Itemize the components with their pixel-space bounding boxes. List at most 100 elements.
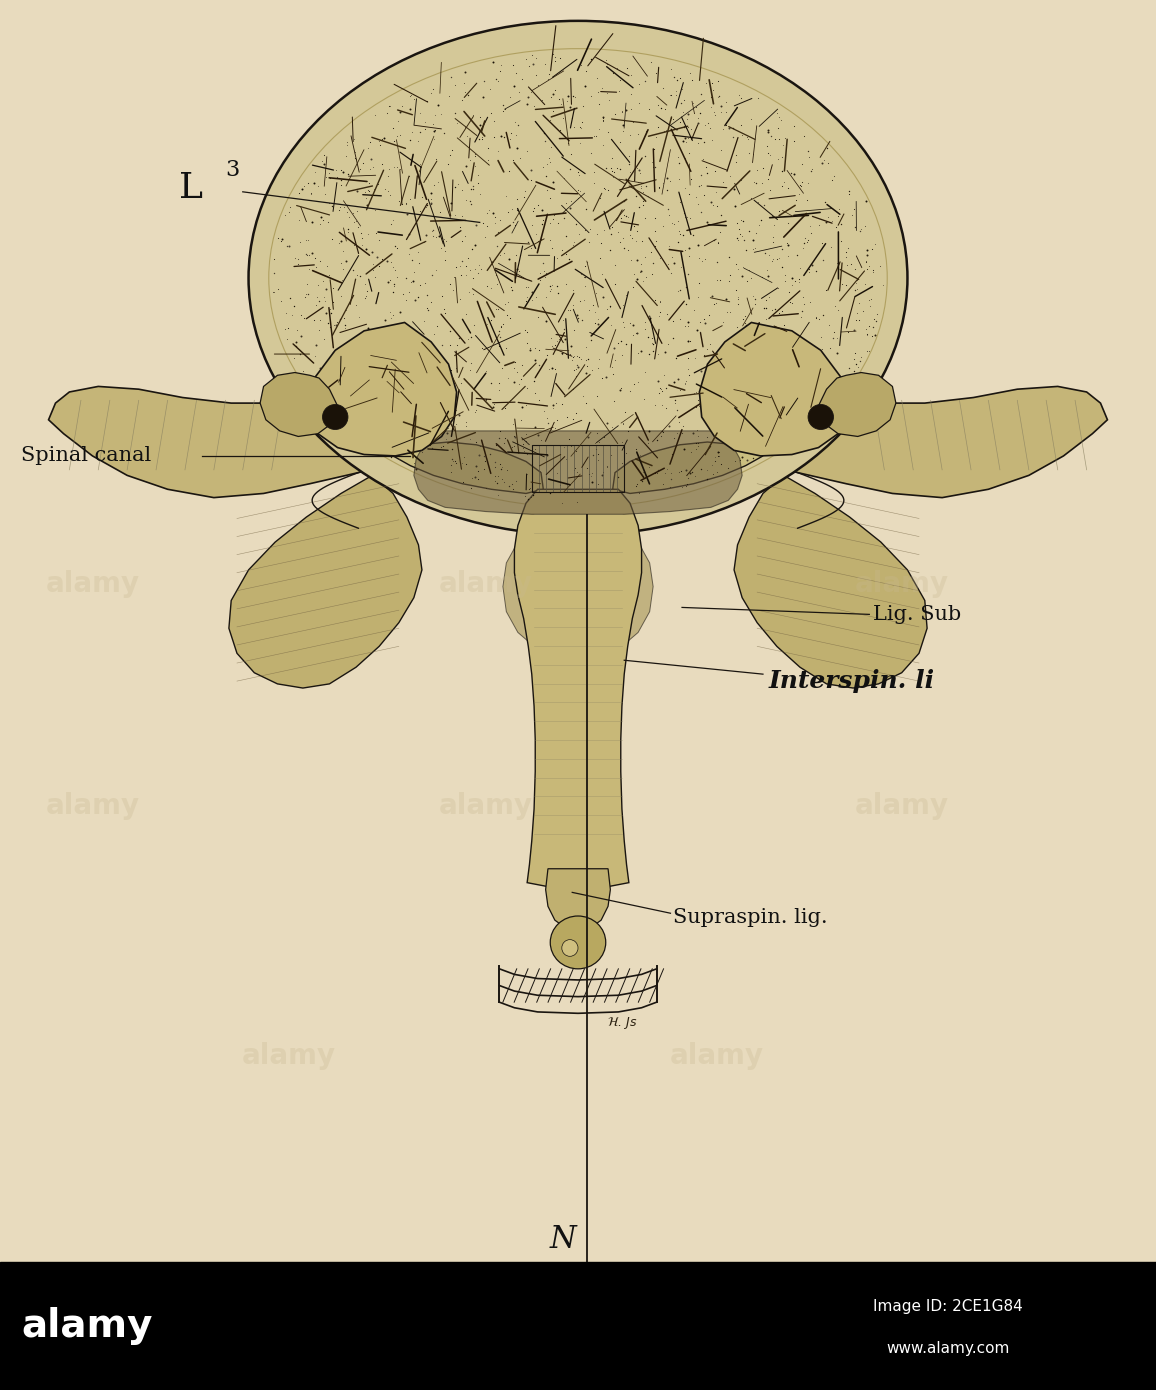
Point	[575, 267, 593, 289]
Point	[639, 420, 658, 442]
Point	[521, 81, 540, 103]
Point	[664, 115, 682, 138]
Point	[664, 211, 682, 234]
Point	[579, 425, 598, 448]
Point	[729, 259, 748, 281]
Point	[677, 473, 696, 495]
Point	[403, 270, 422, 292]
Point	[406, 289, 424, 311]
Point	[265, 261, 283, 284]
Point	[583, 359, 601, 381]
Point	[568, 491, 586, 513]
Point	[746, 420, 764, 442]
Point	[762, 386, 780, 409]
Polygon shape	[260, 373, 338, 436]
Point	[631, 175, 650, 197]
Point	[679, 103, 697, 125]
Point	[295, 174, 313, 196]
Point	[316, 183, 334, 206]
Point	[683, 68, 702, 90]
Point	[497, 185, 516, 207]
Point	[481, 78, 499, 100]
Point	[868, 303, 887, 325]
Point	[549, 328, 568, 350]
Point	[755, 361, 773, 384]
Point	[866, 234, 884, 256]
Point	[449, 335, 467, 357]
Point	[651, 291, 669, 313]
Point	[447, 399, 466, 421]
Point	[376, 178, 394, 200]
Point	[553, 342, 571, 364]
Point	[519, 86, 538, 108]
Point	[647, 430, 666, 452]
Point	[712, 204, 731, 227]
Point	[462, 477, 481, 499]
Point	[455, 81, 474, 103]
Point	[847, 268, 866, 291]
Point	[401, 128, 420, 150]
Point	[502, 85, 520, 107]
Point	[554, 107, 572, 129]
Point	[524, 200, 542, 222]
Point	[728, 227, 747, 249]
Point	[831, 214, 850, 236]
Point	[429, 171, 447, 193]
Point	[643, 152, 661, 174]
Point	[639, 97, 658, 120]
Point	[658, 178, 676, 200]
Point	[661, 85, 680, 107]
Point	[372, 247, 391, 270]
Point	[451, 256, 469, 278]
Point	[714, 339, 733, 361]
Point	[347, 149, 365, 171]
Point	[709, 70, 727, 92]
Point	[710, 85, 728, 107]
Point	[376, 310, 394, 332]
Point	[777, 399, 795, 421]
Point	[820, 314, 838, 336]
Point	[452, 179, 470, 202]
Point	[610, 68, 629, 90]
Point	[558, 299, 577, 321]
Point	[702, 388, 720, 410]
Point	[544, 171, 563, 193]
Point	[492, 316, 511, 338]
Point	[320, 316, 339, 338]
Point	[435, 356, 453, 378]
Point	[698, 161, 717, 183]
Point	[598, 82, 616, 104]
Point	[403, 121, 422, 143]
Point	[643, 327, 661, 349]
Point	[696, 249, 714, 271]
Point	[361, 343, 379, 366]
Point	[313, 375, 332, 398]
Text: alamy: alamy	[45, 792, 140, 820]
Point	[289, 247, 307, 270]
Point	[333, 270, 351, 292]
Point	[588, 357, 607, 379]
Point	[504, 54, 523, 76]
Point	[427, 104, 445, 126]
Point	[610, 157, 629, 179]
Point	[802, 158, 821, 181]
Point	[642, 240, 660, 263]
Point	[465, 314, 483, 336]
Point	[509, 361, 527, 384]
Point	[324, 341, 342, 363]
Point	[586, 438, 605, 460]
Point	[365, 322, 384, 345]
Point	[360, 172, 378, 195]
Point	[711, 268, 729, 291]
Point	[654, 473, 673, 495]
Point	[564, 231, 583, 253]
Point	[519, 275, 538, 297]
Point	[298, 284, 317, 306]
Point	[517, 430, 535, 452]
Point	[746, 316, 764, 338]
Point	[342, 392, 361, 414]
Point	[464, 175, 482, 197]
Point	[689, 286, 707, 309]
Point	[857, 190, 875, 213]
Point	[746, 293, 764, 316]
